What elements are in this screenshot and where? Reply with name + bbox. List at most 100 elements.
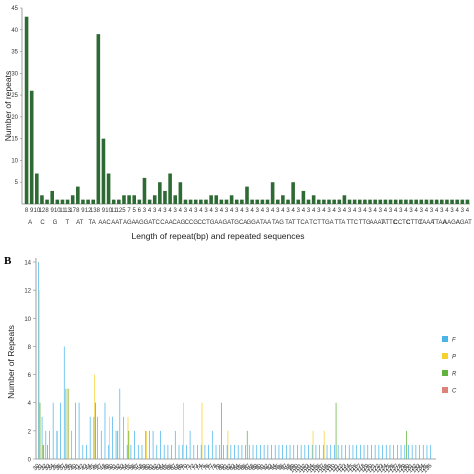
panel-b-bar-F bbox=[186, 444, 187, 459]
panel-a-bar bbox=[214, 195, 219, 204]
panel-b-x-tick-label: 126 bbox=[385, 463, 397, 474]
panel-b-x-tick-label: 55 bbox=[125, 463, 134, 472]
panel-b-bar-F bbox=[348, 444, 350, 459]
panel-b-bar-F bbox=[100, 430, 102, 459]
panel-b-x-tick-label: 96 bbox=[277, 463, 286, 472]
panel-b-bar-F bbox=[171, 444, 172, 459]
panel-b-bar-F bbox=[374, 444, 376, 459]
panel-a-x-tick-label: 3 bbox=[440, 208, 444, 214]
panel-a-bar bbox=[117, 199, 121, 204]
panel-b-bar-F bbox=[252, 444, 254, 459]
panel-b-bar-F bbox=[193, 444, 195, 459]
panel-a-bar bbox=[91, 199, 96, 204]
panel-a-x-tick-label: 4 bbox=[445, 208, 449, 214]
panel-a-group-label: TTC bbox=[346, 220, 358, 226]
panel-b-x-tick-label: 52 bbox=[114, 463, 123, 472]
panel-a-bar bbox=[286, 199, 290, 204]
panel-a-x-tick-label: 13 bbox=[64, 208, 71, 214]
panel-a-bar bbox=[388, 199, 393, 204]
panel-b-x-tick-label: 61 bbox=[147, 463, 156, 472]
panel-b-x-tick-label: 54 bbox=[121, 463, 130, 472]
panel-b-x-tick-label: 82 bbox=[225, 463, 234, 472]
panel-a-x-tick-label: 9 bbox=[81, 208, 85, 214]
panel-a-bar bbox=[275, 199, 280, 204]
panel-b-bar-F bbox=[63, 346, 65, 459]
panel-b-x-tick-label: 121 bbox=[367, 463, 379, 474]
panel-b-bar-F bbox=[112, 416, 113, 459]
panel-b-x-tick-label: 97 bbox=[280, 463, 289, 472]
panel-a-x-tick-label: 9 bbox=[51, 208, 55, 214]
panel-a-bar bbox=[281, 195, 285, 204]
panel-b-bar-P bbox=[312, 430, 314, 459]
panel-b-x-tick-label: 131 bbox=[404, 463, 416, 474]
panel-a-bar bbox=[168, 173, 172, 204]
panel-a-x-tick-label: 4 bbox=[250, 208, 254, 214]
panel-b-bar-F bbox=[352, 444, 354, 459]
panel-b-x-tick-label: 118 bbox=[356, 463, 367, 474]
panel-a-bar bbox=[301, 190, 306, 204]
panel-a-bar bbox=[296, 199, 301, 204]
panel-b-bar-P bbox=[227, 430, 229, 459]
panel-b-bar-F bbox=[226, 444, 228, 459]
panel-a-group-label: ATTC bbox=[382, 220, 398, 226]
panel-a-group-label: CAG bbox=[172, 220, 185, 226]
panel-b-legend: F P R C bbox=[442, 336, 457, 395]
panel-b-x-tick-label: 110 bbox=[326, 463, 337, 474]
panel-a-y-tick-label: 15 bbox=[11, 137, 18, 143]
panel-a-bar bbox=[460, 199, 465, 204]
panel-a-x-tick-label: 12 bbox=[115, 208, 122, 214]
panel-a-bar bbox=[45, 199, 49, 204]
panel-a-group-label: TCA bbox=[297, 220, 309, 226]
panel-a-group-label: AAGA bbox=[443, 220, 460, 226]
panel-a-bars bbox=[24, 16, 470, 205]
panel-a-bar bbox=[60, 199, 65, 204]
panel-a-bar bbox=[260, 199, 265, 204]
panel-a-x-tick-label: 17 bbox=[69, 208, 76, 214]
legend-label-F: F bbox=[452, 338, 456, 344]
panel-b-bar-F bbox=[260, 444, 261, 459]
panel-b-x-tick-label: 101 bbox=[293, 463, 305, 474]
panel-a-group-label: CCT bbox=[197, 220, 210, 226]
panel-a-bar bbox=[311, 195, 316, 204]
panel-a-bar bbox=[332, 199, 336, 204]
panel-b-bar-R bbox=[246, 430, 248, 459]
panel-a-bar bbox=[347, 199, 352, 204]
panel-a-bar bbox=[188, 199, 193, 204]
panel-b-x-tick-label: 116 bbox=[349, 463, 360, 474]
panel-b-x-tick-label: 120 bbox=[363, 463, 375, 474]
panel-a-x-tick-label: 4 bbox=[312, 208, 316, 214]
panel-a-bar bbox=[86, 199, 90, 204]
panel-a-x-tick-label: 6 bbox=[138, 208, 142, 214]
panel-a-group-label: TAA bbox=[260, 220, 271, 226]
panel-a-bar bbox=[424, 199, 429, 204]
panel-b-bar-F bbox=[211, 430, 213, 459]
panel-b-bar-F bbox=[71, 430, 73, 459]
panel-a-group-label: AAAT bbox=[369, 220, 385, 226]
panel-b-x-tick-label: 63 bbox=[154, 463, 163, 472]
panel-a-x-tick-label: 9 bbox=[30, 208, 34, 214]
panel-b-bar-F bbox=[267, 444, 269, 459]
panel-b-x-tick-label: 35 bbox=[51, 463, 60, 472]
panel-a-bar bbox=[378, 199, 383, 204]
panel-a-bar bbox=[429, 199, 434, 204]
panel-a-y-tick-label: 20 bbox=[11, 115, 18, 121]
legend-label-R: R bbox=[452, 372, 457, 378]
panel-b-bar-P bbox=[42, 444, 44, 459]
panel-a-bar bbox=[229, 195, 234, 204]
panel-b-bar-F bbox=[49, 430, 50, 459]
panel-a-group-label: GCA bbox=[234, 220, 247, 226]
panel-b-bar-R bbox=[117, 430, 119, 459]
panel-b-x-tick-label: 31 bbox=[36, 463, 45, 472]
panel-a-group-label: T bbox=[66, 220, 70, 226]
panel-b-x-tick-label: 47 bbox=[95, 463, 104, 472]
panel-a-x-tick-label: 4 bbox=[384, 208, 388, 214]
panel-a-bar bbox=[455, 199, 459, 204]
panel-b-y-tick-label: 4 bbox=[28, 401, 32, 407]
panel-b-bar-F bbox=[167, 444, 169, 459]
panel-a-x-tick-label: 3 bbox=[450, 208, 454, 214]
panel-b-bar-P bbox=[201, 402, 203, 459]
panel-b-bar-F bbox=[126, 444, 128, 459]
panel-b-x-tick-label: 133 bbox=[411, 463, 423, 474]
panel-b-y-tick-label: 6 bbox=[28, 373, 32, 379]
panel-b-bar-F bbox=[415, 444, 417, 459]
